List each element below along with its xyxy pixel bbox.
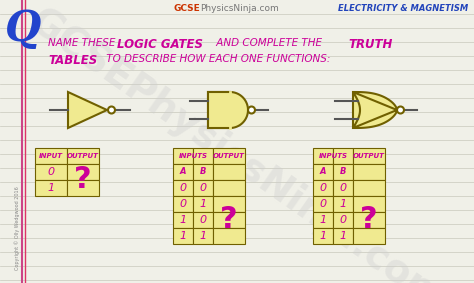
Text: OUTPUT: OUTPUT [213,153,245,159]
Bar [213,228,245,244]
Text: INPUT: INPUT [39,153,63,159]
Bar [353,164,385,180]
Text: GCSEPhysicsNinja.com: GCSEPhysicsNinja.com [22,2,452,283]
Text: 1: 1 [180,215,187,225]
Bar [333,164,353,180]
Bar [173,228,193,244]
Bar [333,148,353,164]
Text: ?: ? [74,166,92,194]
Text: OUTPUT: OUTPUT [353,153,385,159]
Text: TRUTH: TRUTH [348,38,392,51]
Bar [313,148,333,164]
Bar [67,180,99,196]
Bar [35,164,67,180]
Bar [353,228,385,244]
Bar [193,164,213,180]
Text: 0: 0 [339,215,346,225]
Circle shape [397,106,404,113]
Text: AND COMPLETE THE: AND COMPLETE THE [213,38,325,48]
Text: A: A [180,168,186,177]
Bar [313,228,333,244]
Text: GCSE: GCSE [173,4,200,13]
Text: NAME THESE: NAME THESE [48,38,118,48]
Bar [173,148,193,164]
Bar [333,180,353,196]
Text: 1: 1 [180,231,187,241]
Text: ELECTRICITY & MAGNETISM: ELECTRICITY & MAGNETISM [338,4,468,13]
Text: 1: 1 [319,215,327,225]
Text: TO DESCRIBE HOW EACH ONE FUNCTIONS:: TO DESCRIBE HOW EACH ONE FUNCTIONS: [103,54,330,64]
Polygon shape [353,92,397,128]
Polygon shape [68,92,107,128]
Text: 0: 0 [319,183,327,193]
Bar [333,196,353,212]
Text: 0: 0 [180,183,187,193]
Bar [67,148,99,164]
Text: LOGIC GATES: LOGIC GATES [117,38,203,51]
Text: OUTPUT: OUTPUT [67,153,99,159]
Text: 1: 1 [339,199,346,209]
Bar [213,196,245,212]
Bar [353,196,385,212]
Bar [313,212,333,228]
Bar [333,212,353,228]
Text: Q: Q [5,8,41,50]
Bar [67,164,99,180]
Bar [193,148,213,164]
Text: INPUTS: INPUTS [179,153,208,159]
Bar [313,164,333,180]
Bar [35,180,67,196]
Text: PhysicsNinja.com: PhysicsNinja.com [200,4,279,13]
Text: 0: 0 [319,199,327,209]
Bar [173,212,193,228]
Text: 1: 1 [47,183,55,193]
Bar [213,148,245,164]
Bar [313,180,333,196]
Circle shape [248,106,255,113]
Text: B: B [200,168,206,177]
Bar [353,148,385,164]
Text: 0: 0 [180,199,187,209]
Bar [193,196,213,212]
Bar [173,180,193,196]
Bar [193,180,213,196]
Text: 1: 1 [319,231,327,241]
Text: 1: 1 [339,231,346,241]
Bar [213,212,245,228]
Bar [173,196,193,212]
Text: ?: ? [360,205,378,235]
Text: 1: 1 [200,199,207,209]
Polygon shape [208,92,248,128]
Bar [193,228,213,244]
Text: 0: 0 [200,215,207,225]
Text: TABLES: TABLES [48,54,97,67]
Bar [35,148,67,164]
Bar [193,212,213,228]
Text: A: A [320,168,326,177]
Text: ?: ? [220,205,238,235]
Bar [333,228,353,244]
Text: B: B [340,168,346,177]
Bar [353,180,385,196]
Bar [313,196,333,212]
Text: 0: 0 [47,167,55,177]
Bar [213,180,245,196]
Text: INPUTS: INPUTS [319,153,347,159]
Bar [213,164,245,180]
Bar [173,164,193,180]
Circle shape [108,106,115,113]
Text: 0: 0 [200,183,207,193]
Text: 0: 0 [339,183,346,193]
Bar [208,92,230,128]
Text: 1: 1 [200,231,207,241]
Bar [353,212,385,228]
Text: Copyright © Olly Wedgwood 2016: Copyright © Olly Wedgwood 2016 [14,186,19,270]
